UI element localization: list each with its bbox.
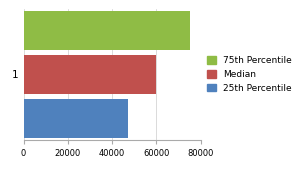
Bar bbox=[24, 11, 190, 50]
Bar bbox=[24, 55, 156, 94]
Legend: 75th Percentile, Median, 25th Percentile: 75th Percentile, Median, 25th Percentile bbox=[207, 56, 292, 93]
Bar bbox=[24, 98, 128, 138]
